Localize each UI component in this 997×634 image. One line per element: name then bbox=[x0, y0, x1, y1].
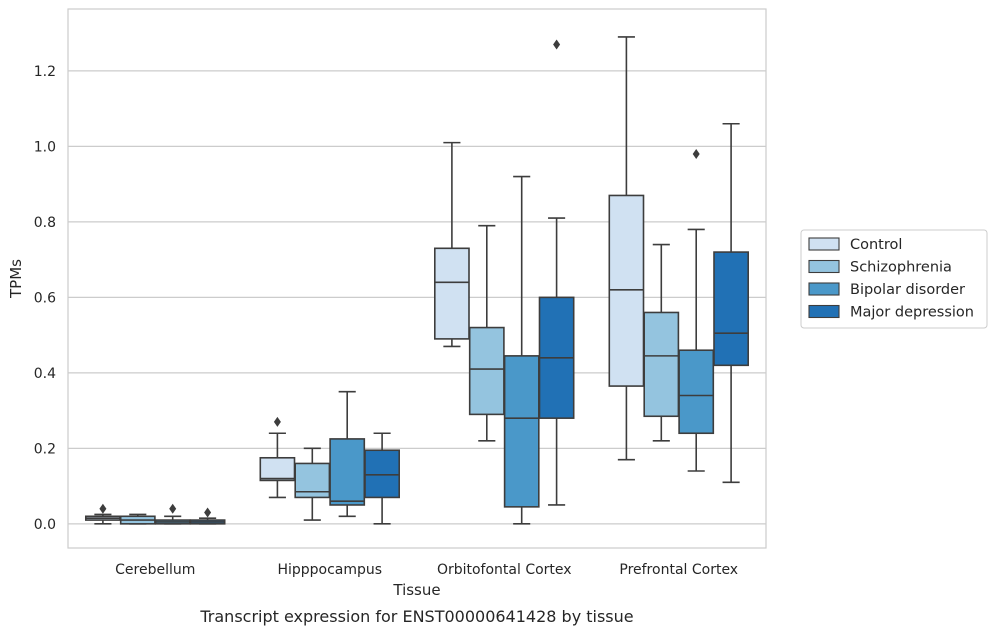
outlier-point bbox=[553, 39, 561, 50]
box-body bbox=[329, 438, 366, 506]
outlier-point bbox=[692, 148, 700, 159]
outlier-point bbox=[169, 503, 177, 514]
box-body bbox=[468, 326, 505, 416]
x-axis-label: Tissue bbox=[392, 581, 440, 599]
box-0-3 bbox=[189, 507, 226, 525]
box-body bbox=[364, 449, 401, 499]
box-body bbox=[713, 251, 750, 367]
box-body bbox=[503, 355, 540, 508]
x-tick-label: Orbitofontal Cortex bbox=[437, 562, 572, 578]
y-tick-label: 0.0 bbox=[34, 517, 56, 533]
box-3-2 bbox=[678, 148, 715, 472]
plot-frame bbox=[67, 8, 767, 549]
y-tick-label: 0.4 bbox=[34, 366, 56, 382]
outlier-point bbox=[273, 416, 281, 427]
box-body bbox=[643, 311, 680, 418]
legend-swatch bbox=[808, 237, 840, 251]
x-tick-label: Prefrontal Cortex bbox=[619, 562, 738, 578]
legend: Control Schizophrenia Bipolar disorder Majo… bbox=[800, 229, 988, 329]
box-body bbox=[259, 456, 296, 482]
box-1-3 bbox=[364, 432, 401, 525]
box-0-2 bbox=[154, 503, 191, 525]
x-axis-ticks: Cerebellum Hipppocampus Orbitofontal Corte… bbox=[115, 562, 738, 578]
y-tick-label: 0.6 bbox=[34, 290, 56, 306]
y-axis-ticks: 0.0 0.2 0.4 0.6 0.8 1.0 1.2 bbox=[34, 64, 56, 533]
box-2-3 bbox=[538, 39, 575, 506]
box-1-2 bbox=[329, 390, 366, 518]
outlier-point bbox=[99, 503, 107, 514]
x-tick-label: Cerebellum bbox=[115, 562, 195, 578]
box-body bbox=[678, 349, 715, 435]
legend-label: Bipolar disorder bbox=[850, 282, 965, 298]
y-tick-label: 1.0 bbox=[34, 139, 56, 155]
box-2-2 bbox=[503, 175, 540, 525]
box-1-0 bbox=[259, 416, 296, 499]
plot-area bbox=[84, 36, 750, 525]
outlier-point bbox=[204, 507, 212, 518]
box-2-0 bbox=[433, 141, 470, 348]
box-3-3 bbox=[713, 122, 750, 484]
box-0-1 bbox=[119, 513, 156, 525]
legend-label: Control bbox=[850, 237, 902, 253]
box-body bbox=[433, 247, 470, 340]
box-body bbox=[608, 194, 645, 387]
box-3-1 bbox=[643, 243, 680, 442]
y-axis-label: TPMs bbox=[7, 259, 25, 299]
x-tick-label: Hipppocampus bbox=[277, 562, 382, 578]
box-1-1 bbox=[294, 447, 331, 521]
legend-swatch bbox=[808, 259, 840, 274]
box-2-1 bbox=[468, 224, 505, 442]
box-3-0 bbox=[608, 36, 645, 461]
chart-caption: Transcript expression for ENST0000064142… bbox=[199, 607, 633, 626]
gridlines bbox=[68, 70, 766, 525]
y-tick-label: 0.2 bbox=[34, 441, 56, 457]
box-0-0 bbox=[84, 503, 121, 525]
legend-label: Schizophrenia bbox=[850, 260, 952, 276]
y-tick-label: 0.8 bbox=[34, 215, 56, 231]
legend-swatch bbox=[808, 304, 840, 319]
legend-label: Major depression bbox=[850, 305, 974, 321]
legend-swatch bbox=[808, 282, 840, 296]
legend-frame bbox=[800, 229, 988, 329]
y-tick-label: 1.2 bbox=[34, 64, 56, 80]
